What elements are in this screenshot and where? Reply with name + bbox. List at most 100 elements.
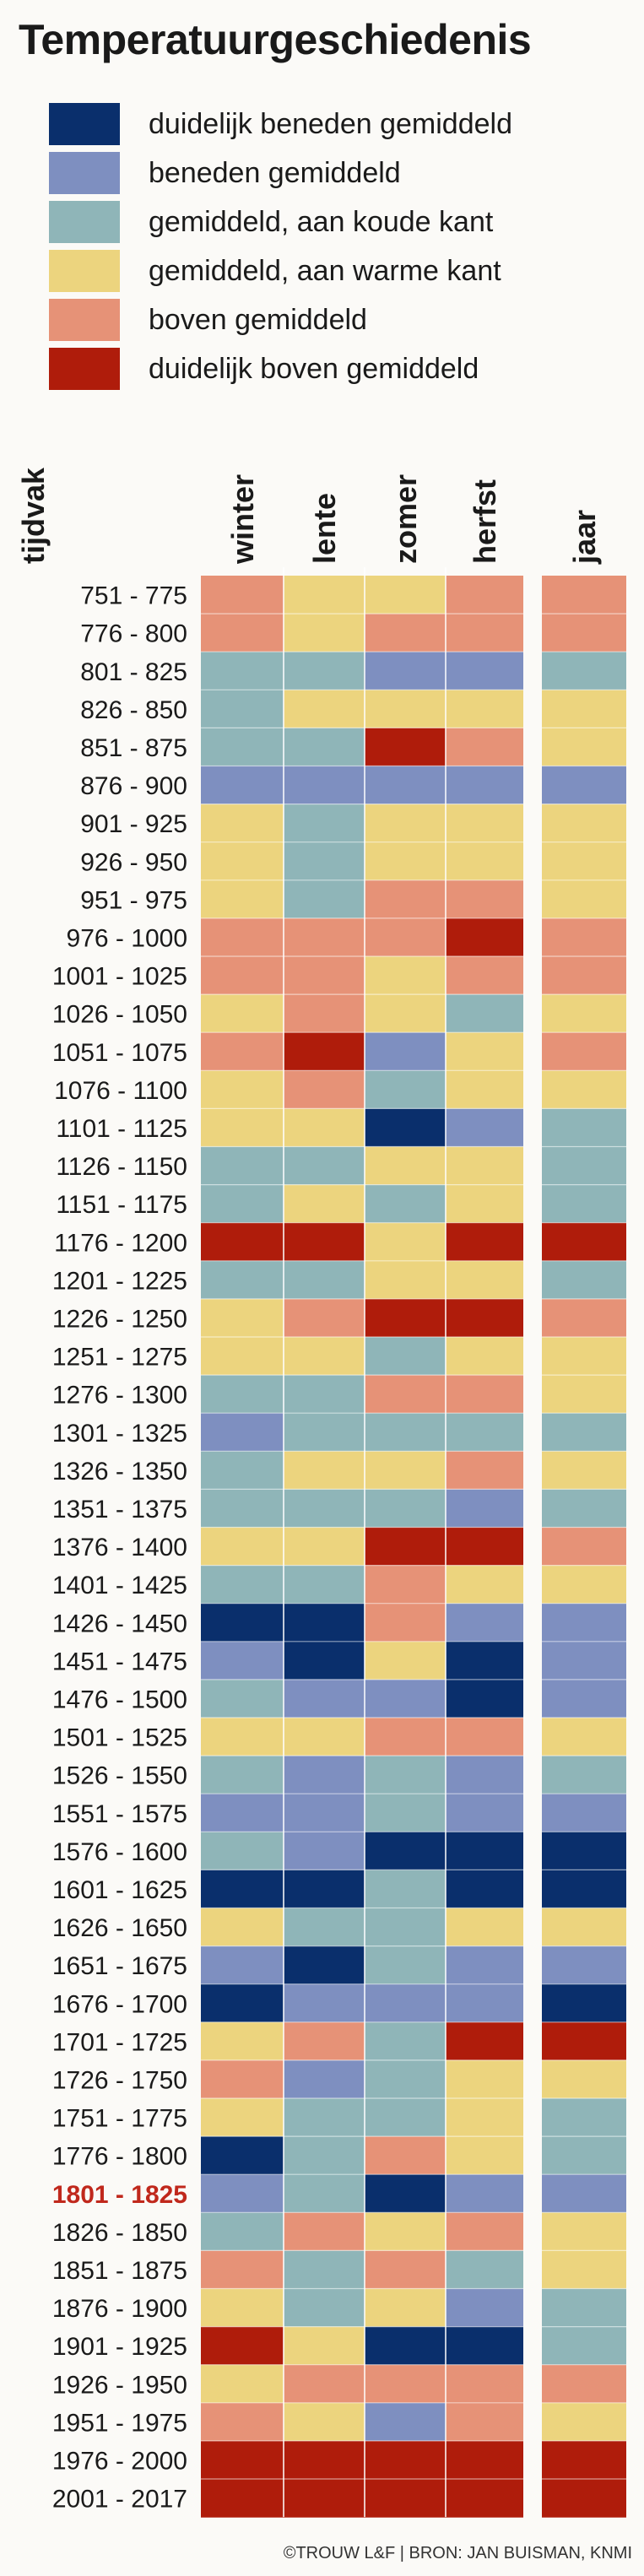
heatmap-cell xyxy=(542,766,626,805)
heatmap-cell xyxy=(284,994,365,1033)
heatmap-cell xyxy=(201,1260,284,1300)
column-header-winter: winter xyxy=(225,474,260,565)
heatmap-cell xyxy=(365,1679,446,1718)
heatmap-cell xyxy=(542,1679,626,1718)
legend-item: gemiddeld, aan warme kant xyxy=(49,246,512,295)
row-label: 1126 - 1150 xyxy=(56,1153,187,1181)
heatmap-cell xyxy=(446,1756,523,1794)
row-label: 1426 - 1450 xyxy=(52,1610,187,1637)
row-label: 1901 - 1925 xyxy=(52,2333,187,2361)
heatmap-cell xyxy=(365,1832,446,1870)
heatmap-cell xyxy=(284,1375,365,1414)
row-label: 1226 - 1250 xyxy=(52,1305,187,1333)
heatmap-cell xyxy=(284,1794,365,1832)
heatmap-cell xyxy=(365,1298,446,1338)
heatmap-cell xyxy=(542,994,626,1033)
heatmap-cell xyxy=(284,842,365,881)
heatmap-cell xyxy=(365,2402,446,2442)
row-label: 1176 - 1200 xyxy=(54,1229,187,1257)
heatmap-cell xyxy=(284,879,365,919)
heatmap-cell xyxy=(365,1070,446,1109)
row-label: 1676 - 1700 xyxy=(52,1990,187,2018)
heatmap-cell xyxy=(201,728,284,767)
row-label: 1826 - 1850 xyxy=(52,2219,187,2247)
row-label: 876 - 900 xyxy=(80,772,187,800)
heatmap-cell xyxy=(201,1946,284,1985)
heatmap-cell xyxy=(201,2250,284,2290)
heatmap-cell xyxy=(201,1298,284,1338)
legend: duidelijk beneden gemiddeld beneden gemid… xyxy=(49,100,512,393)
heatmap-cell xyxy=(201,2402,284,2442)
row-label: 826 - 850 xyxy=(80,696,187,724)
heatmap-cell xyxy=(201,2021,284,2061)
row-label: 1051 - 1075 xyxy=(52,1039,187,1067)
row-label: 1976 - 2000 xyxy=(52,2447,187,2475)
heatmap-cell xyxy=(365,1146,446,1186)
heatmap-cell xyxy=(542,2136,626,2175)
heatmap-cell xyxy=(542,2250,626,2290)
heatmap-cell xyxy=(365,1337,446,1376)
heatmap-cell xyxy=(446,804,523,843)
heatmap-cell xyxy=(365,1565,446,1605)
heatmap-cell xyxy=(542,1603,626,1642)
heatmap-cell xyxy=(201,1451,284,1490)
heatmap-cell xyxy=(365,1756,446,1794)
heatmap-cell xyxy=(446,1032,523,1071)
heatmap-cell xyxy=(446,2021,523,2061)
heatmap-cell xyxy=(201,576,284,614)
row-label: 1801 - 1825 xyxy=(52,2181,187,2209)
heatmap-cell xyxy=(446,2098,523,2137)
heatmap-cell xyxy=(542,2098,626,2137)
heatmap-cell xyxy=(542,1146,626,1186)
heatmap-cell xyxy=(446,2479,523,2518)
row-label: 1326 - 1350 xyxy=(52,1458,187,1486)
heatmap-cell xyxy=(201,1527,284,1567)
heatmap-cell xyxy=(201,1756,284,1794)
heatmap-cell xyxy=(284,1641,365,1680)
heatmap-cell xyxy=(542,2021,626,2061)
heatmap-cell xyxy=(284,804,365,843)
heatmap-cell xyxy=(284,1908,365,1947)
legend-label: duidelijk beneden gemiddeld xyxy=(149,107,512,140)
heatmap-cell xyxy=(365,576,446,614)
heatmap-cell xyxy=(201,1908,284,1947)
heatmap-cell xyxy=(365,1983,446,2023)
heatmap-cell xyxy=(542,2174,626,2213)
column-header-zomer: zomer xyxy=(388,474,423,564)
row-label: 1276 - 1300 xyxy=(52,1382,187,1410)
heatmap-cell xyxy=(284,576,365,614)
heatmap-cell xyxy=(542,2059,626,2099)
heatmap-cell xyxy=(446,1946,523,1985)
legend-swatch xyxy=(49,299,120,341)
heatmap-cell xyxy=(284,2174,365,2213)
row-label: 1401 - 1425 xyxy=(52,1572,187,1599)
heatmap-cell xyxy=(201,690,284,728)
heatmap-cell xyxy=(284,1756,365,1794)
heatmap-cell xyxy=(446,2212,523,2251)
heatmap-cell xyxy=(446,1260,523,1300)
heatmap-cell xyxy=(201,994,284,1033)
heatmap-cell xyxy=(446,2326,523,2366)
heatmap-cell xyxy=(284,1527,365,1567)
heatmap-cell xyxy=(446,2288,523,2328)
heatmap-cell xyxy=(201,2479,284,2518)
heatmap-cell xyxy=(446,1184,523,1224)
row-label: 1651 - 1675 xyxy=(52,1952,187,1980)
heatmap-cell xyxy=(542,690,626,728)
heatmap-cell xyxy=(542,728,626,767)
row-label: 1726 - 1750 xyxy=(52,2066,187,2094)
heatmap-cell xyxy=(542,804,626,843)
heatmap-cell xyxy=(542,1641,626,1680)
heatmap-cell xyxy=(201,1146,284,1186)
heatmap-cell xyxy=(284,1451,365,1490)
heatmap-cell xyxy=(446,1603,523,1642)
row-label: 1501 - 1525 xyxy=(52,1724,187,1752)
row-label: 1576 - 1600 xyxy=(52,1838,187,1866)
row-label: 951 - 975 xyxy=(80,886,187,914)
heatmap-cell xyxy=(365,956,446,995)
legend-label: gemiddeld, aan koude kant xyxy=(149,205,494,238)
heatmap-cell xyxy=(446,2364,523,2404)
heatmap-cell xyxy=(446,1794,523,1832)
row-label: 801 - 825 xyxy=(80,658,187,686)
heatmap-cell xyxy=(446,576,523,614)
